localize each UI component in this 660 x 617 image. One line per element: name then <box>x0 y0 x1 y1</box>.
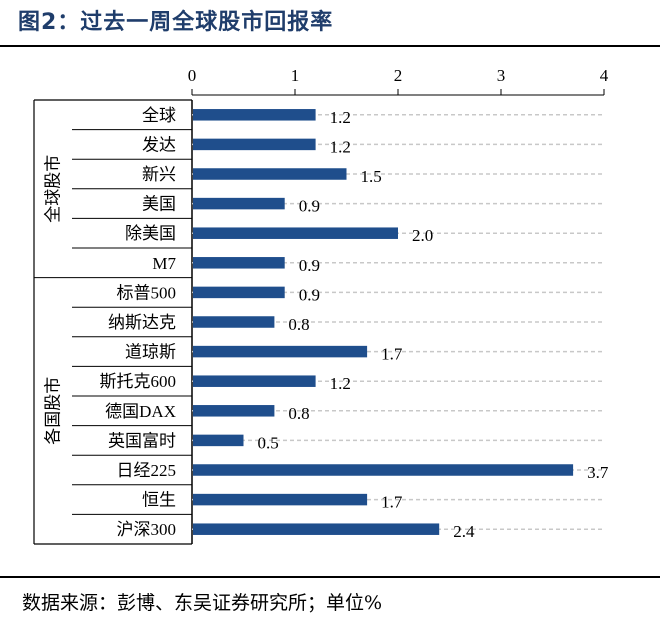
category-label: 英国富时 <box>108 431 176 450</box>
bar <box>193 523 440 535</box>
x-tick-label: 4 <box>600 66 609 85</box>
figure-title: 图2：过去一周全球股市回报率 <box>18 10 334 35</box>
value-label: 0.8 <box>288 315 309 334</box>
bar <box>193 286 285 299</box>
value-label: 1.7 <box>381 493 403 512</box>
bar <box>193 227 398 239</box>
category-label: 日经225 <box>117 461 177 480</box>
x-tick-label: 1 <box>291 66 300 85</box>
bar <box>193 434 244 447</box>
value-label: 0.8 <box>288 404 309 423</box>
bar <box>193 345 368 358</box>
bar <box>193 375 316 387</box>
x-tick-label: 0 <box>188 66 197 85</box>
bar-chart: 0 1 2 3 4 全球 1.2 发达 1.2 新兴 1.5 美国 0.9 除美国 2.0 M7 0.9 标普50… <box>33 66 609 545</box>
group-label: 全球股市 <box>44 155 63 223</box>
category-label: 德国DAX <box>105 402 176 421</box>
value-label: 0.9 <box>299 285 320 304</box>
value-label: 3.7 <box>587 463 609 482</box>
bar <box>193 138 316 151</box>
value-label: 1.5 <box>361 167 382 186</box>
bar <box>193 109 316 121</box>
bottom-rule <box>0 576 660 578</box>
category-label: M7 <box>152 254 176 273</box>
category-label: 发达 <box>142 135 176 154</box>
value-label: 1.2 <box>330 108 351 127</box>
bar <box>193 197 285 210</box>
category-label: 沪深300 <box>117 520 177 539</box>
value-label: 0.5 <box>258 433 279 452</box>
group-label: 各国股市 <box>44 377 63 445</box>
category-label: 斯托克600 <box>100 372 177 391</box>
category-label: 除美国 <box>125 224 176 243</box>
value-label: 1.2 <box>330 374 351 393</box>
bar <box>193 464 574 476</box>
value-label: 0.9 <box>299 197 320 216</box>
bar <box>193 316 275 328</box>
category-label: 道琼斯 <box>125 343 176 362</box>
category-label: 美国 <box>142 195 176 214</box>
bar <box>193 405 275 417</box>
x-tick-label: 3 <box>497 66 506 85</box>
category-label: 纳斯达克 <box>108 313 176 332</box>
top-rule <box>0 45 660 47</box>
value-label: 1.2 <box>330 137 351 156</box>
value-label: 1.7 <box>381 345 403 364</box>
source-note: 数据来源：彭博、东吴证券研究所；单位% <box>22 592 383 614</box>
value-label: 0.9 <box>299 256 320 275</box>
category-label: 标普500 <box>117 283 177 302</box>
bar <box>193 493 368 506</box>
category-label: 全球 <box>142 106 176 125</box>
value-label: 2.4 <box>453 522 475 541</box>
category-label: 新兴 <box>142 165 176 184</box>
bar <box>193 168 347 180</box>
bar <box>193 257 285 269</box>
x-tick-label: 2 <box>394 66 403 85</box>
value-label: 2.0 <box>412 226 433 245</box>
category-label: 恒生 <box>142 491 176 510</box>
